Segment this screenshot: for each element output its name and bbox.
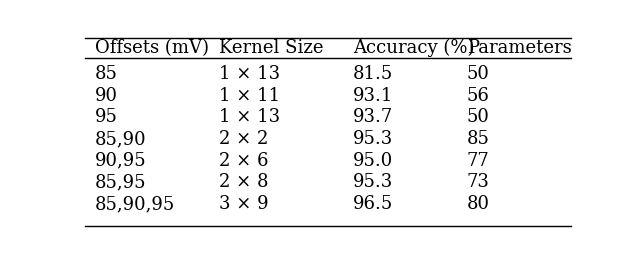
Text: 2 × 6: 2 × 6 bbox=[219, 152, 268, 170]
Text: 2 × 8: 2 × 8 bbox=[219, 173, 268, 191]
Text: 3 × 9: 3 × 9 bbox=[219, 195, 269, 213]
Text: 90: 90 bbox=[95, 87, 118, 105]
Text: 73: 73 bbox=[467, 173, 490, 191]
Text: 85: 85 bbox=[95, 65, 118, 83]
Text: 85,95: 85,95 bbox=[95, 173, 147, 191]
Text: 95.0: 95.0 bbox=[353, 152, 393, 170]
Text: 1 × 13: 1 × 13 bbox=[219, 108, 280, 126]
Text: Accuracy (%): Accuracy (%) bbox=[353, 39, 474, 57]
Text: 93.1: 93.1 bbox=[353, 87, 393, 105]
Text: 56: 56 bbox=[467, 87, 490, 105]
Text: 96.5: 96.5 bbox=[353, 195, 393, 213]
Text: 95.3: 95.3 bbox=[353, 130, 393, 148]
Text: 85,90: 85,90 bbox=[95, 130, 147, 148]
Text: 85,90,95: 85,90,95 bbox=[95, 195, 175, 213]
Text: 1 × 13: 1 × 13 bbox=[219, 65, 280, 83]
Text: 93.7: 93.7 bbox=[353, 108, 393, 126]
Text: 90,95: 90,95 bbox=[95, 152, 147, 170]
Text: 81.5: 81.5 bbox=[353, 65, 393, 83]
Text: 1 × 11: 1 × 11 bbox=[219, 87, 280, 105]
Text: 95.3: 95.3 bbox=[353, 173, 393, 191]
Text: Offsets (mV): Offsets (mV) bbox=[95, 39, 209, 57]
Text: 50: 50 bbox=[467, 108, 490, 126]
Text: 85: 85 bbox=[467, 130, 490, 148]
Text: 2 × 2: 2 × 2 bbox=[219, 130, 268, 148]
Text: 50: 50 bbox=[467, 65, 490, 83]
Text: Kernel Size: Kernel Size bbox=[219, 39, 323, 57]
Text: 80: 80 bbox=[467, 195, 490, 213]
Text: 77: 77 bbox=[467, 152, 490, 170]
Text: 95: 95 bbox=[95, 108, 118, 126]
Text: Parameters: Parameters bbox=[467, 39, 572, 57]
